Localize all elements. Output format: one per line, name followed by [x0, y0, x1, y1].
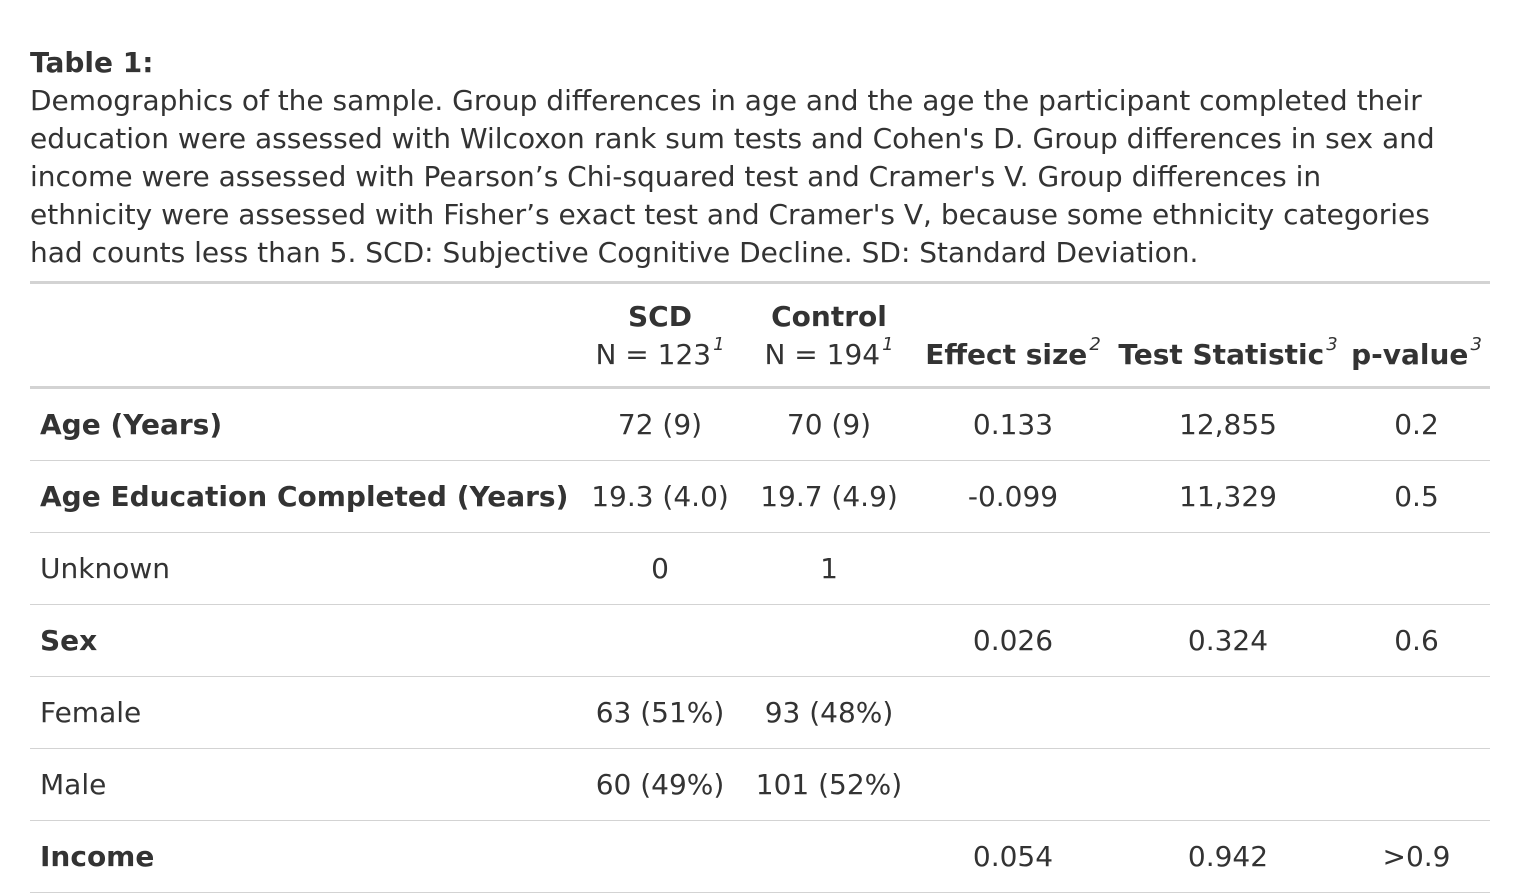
header-test-statistic: Test Statistic 3: [1113, 282, 1343, 389]
cell-control: 19.7 (4.9): [745, 460, 913, 533]
cell-test-statistic: 0.942: [1113, 820, 1343, 893]
table-caption-title: Table 1:: [30, 46, 154, 79]
cell-p-value: [1343, 532, 1490, 605]
table-page: Table 1: Demographics of the sample. Gro…: [30, 44, 1490, 893]
header-label-column: [30, 282, 575, 389]
header-control: Control N = 194 1: [745, 282, 913, 389]
cell-control: 101 (52%): [745, 748, 913, 821]
cell-scd: 72 (9): [575, 387, 745, 461]
cell-control: 70 (9): [745, 387, 913, 461]
table-caption-text: Demographics of the sample. Group differ…: [30, 84, 1435, 269]
header-effect-footnote-mark: 2: [1089, 334, 1101, 355]
header-test-statistic-label: Test Statistic: [1118, 338, 1325, 371]
row-label: Income: [30, 820, 575, 893]
header-effect-size-label: Effect size: [925, 338, 1088, 371]
header-effect-size: Effect size 2: [913, 282, 1113, 389]
row-label: Female: [30, 676, 575, 749]
cell-control: [745, 820, 913, 893]
cell-effect-size: 0.026: [913, 604, 1113, 677]
cell-test-statistic: [1113, 748, 1343, 821]
cell-scd: [575, 820, 745, 893]
table-row-female: Female 63 (51%) 93 (48%): [30, 676, 1490, 749]
cell-scd: 0: [575, 532, 745, 605]
cell-effect-size: [913, 676, 1113, 749]
header-control-n: N = 194: [764, 338, 881, 371]
cell-effect-size: 0.054: [913, 820, 1113, 893]
cell-effect-size: [913, 532, 1113, 605]
header-p-value: p-value 3: [1343, 282, 1490, 389]
cell-scd: 19.3 (4.0): [575, 460, 745, 533]
cell-test-statistic: 0.324: [1113, 604, 1343, 677]
cell-test-statistic: 11,329: [1113, 460, 1343, 533]
cell-p-value: 0.5: [1343, 460, 1490, 533]
header-scd-n: N = 123: [595, 338, 712, 371]
row-label: Male: [30, 748, 575, 821]
header-control-footnote-mark: 1: [882, 334, 894, 355]
cell-p-value: >0.9: [1343, 820, 1490, 893]
cell-effect-size: [913, 748, 1113, 821]
header-p-footnote-mark: 3: [1470, 334, 1482, 355]
row-label: Age (Years): [30, 387, 575, 461]
row-label: Sex: [30, 604, 575, 677]
table-row-income: Income 0.054 0.942 >0.9: [30, 820, 1490, 893]
table-row-unknown: Unknown 0 1: [30, 532, 1490, 605]
cell-effect-size: 0.133: [913, 387, 1113, 461]
cell-scd: 63 (51%): [575, 676, 745, 749]
cell-test-statistic: 12,855: [1113, 387, 1343, 461]
header-scd-title: SCD: [628, 300, 692, 333]
cell-scd: 60 (49%): [575, 748, 745, 821]
cell-control: [745, 604, 913, 677]
row-label: Age Education Completed (Years): [30, 460, 575, 533]
cell-p-value: [1343, 748, 1490, 821]
cell-p-value: 0.2: [1343, 387, 1490, 461]
cell-test-statistic: [1113, 532, 1343, 605]
table-row-age: Age (Years) 72 (9) 70 (9) 0.133 12,855 0…: [30, 387, 1490, 461]
table-row-age-education: Age Education Completed (Years) 19.3 (4.…: [30, 460, 1490, 533]
cell-control: 93 (48%): [745, 676, 913, 749]
table-row-male: Male 60 (49%) 101 (52%): [30, 748, 1490, 821]
cell-effect-size: -0.099: [913, 460, 1113, 533]
cell-test-statistic: [1113, 676, 1343, 749]
cell-p-value: [1343, 676, 1490, 749]
row-label: Unknown: [30, 532, 575, 605]
table-row-sex: Sex 0.026 0.324 0.6: [30, 604, 1490, 677]
cell-control: 1: [745, 532, 913, 605]
cell-p-value: 0.6: [1343, 604, 1490, 677]
header-test-footnote-mark: 3: [1326, 334, 1338, 355]
table-header-row: SCD N = 123 1 Control N = 194 1 Effect siz…: [30, 282, 1490, 389]
header-scd-footnote-mark: 1: [713, 334, 725, 355]
cell-scd: [575, 604, 745, 677]
header-p-value-label: p-value: [1351, 338, 1469, 371]
header-control-title: Control: [771, 300, 887, 333]
demographics-table: SCD N = 123 1 Control N = 194 1 Effect siz…: [30, 281, 1490, 893]
header-scd: SCD N = 123 1: [575, 282, 745, 389]
